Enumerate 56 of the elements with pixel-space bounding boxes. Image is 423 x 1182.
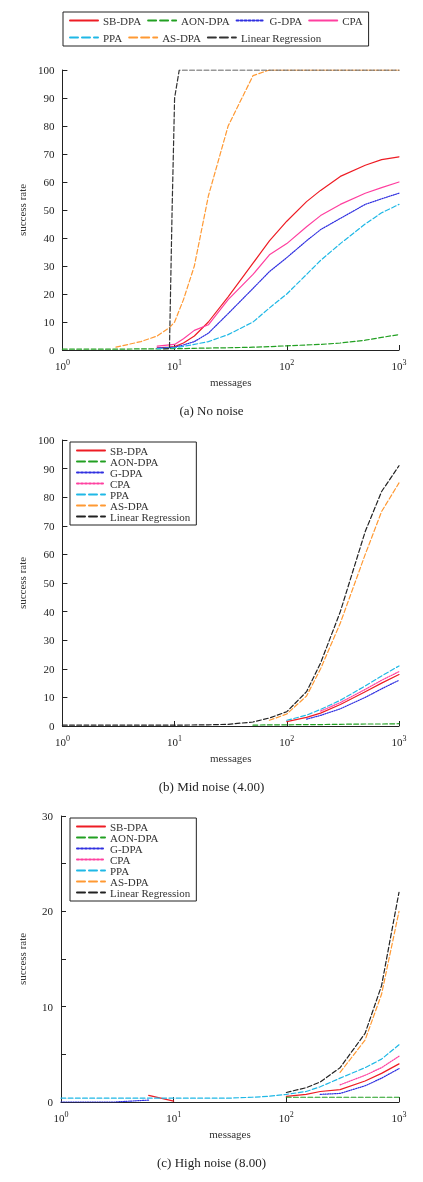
x-axis-title: messages [209, 751, 252, 764]
legend-label: SB-DPA [103, 14, 142, 27]
legend-label: CPA [110, 853, 131, 866]
y-axis-title: success rate [15, 183, 28, 237]
legend-label: G-DPA [110, 842, 143, 855]
y-tick-label: 80 [43, 120, 55, 132]
legend-label: SB-DPA [110, 444, 149, 457]
x-axis-title: messages [209, 375, 252, 388]
legend-label: PPA [110, 488, 130, 501]
y-tick-label: 70 [43, 519, 55, 532]
y-tick-label: 0 [47, 1096, 54, 1108]
y-tick-label: 90 [43, 462, 55, 475]
y-tick-label: 90 [43, 92, 55, 104]
y-tick-label: 0 [48, 344, 55, 356]
y-tick-label: 30 [43, 634, 55, 647]
legend-label: AON-DPA [110, 455, 159, 468]
y-tick-label: 10 [42, 1000, 54, 1013]
text: (a) No noise [179, 403, 244, 418]
text: (b) Mid noise (4.00) [158, 779, 265, 794]
legend-label: CPA [110, 477, 131, 490]
y-tick-label: 10 [43, 316, 55, 328]
legend-label: SB-DPA [110, 820, 149, 833]
y-tick-label: 30 [42, 810, 54, 822]
text: (c) High noise (8.00) [156, 1155, 267, 1170]
y-tick-label: 20 [43, 662, 55, 675]
y-tick-label: 50 [43, 577, 55, 589]
legend-label: AS-DPA [110, 875, 149, 888]
y-tick-label: 10 [43, 691, 55, 704]
y-axis-title: success rate [15, 932, 28, 986]
y-tick-label: 100 [37, 64, 55, 76]
legend-label: AON-DPA [181, 14, 230, 27]
legend-label: G-DPA [110, 466, 143, 479]
y-tick-label: 50 [43, 204, 55, 216]
legend-label: CPA [342, 14, 363, 27]
y-tick-label: 20 [43, 288, 55, 300]
y-tick-label: 20 [42, 905, 54, 918]
y-tick-label: 0 [48, 720, 55, 732]
y-tick-label: 40 [43, 232, 55, 244]
y-tick-label: 30 [43, 260, 55, 272]
legend-label: Linear Regression [240, 31, 322, 44]
y-tick-label: 80 [43, 491, 55, 504]
legend-label: Linear Regression [110, 886, 191, 899]
y-tick-label: 60 [43, 548, 55, 561]
legend-label: PPA [103, 31, 123, 44]
x-axis-title: messages [209, 1127, 251, 1140]
legend-label: AS-DPA [162, 31, 201, 44]
y-axis-title: success rate [15, 556, 28, 610]
y-tick-label: 60 [43, 176, 55, 188]
y-tick-label: 100 [37, 434, 55, 446]
legend-label: G-DPA [269, 14, 303, 27]
legend-label: AON-DPA [110, 831, 159, 844]
y-tick-label: 40 [43, 605, 55, 618]
legend-label: Linear Regression [110, 510, 191, 523]
y-tick-label: 70 [43, 148, 55, 160]
legend-label: PPA [110, 864, 130, 877]
legend-label: AS-DPA [110, 499, 149, 512]
